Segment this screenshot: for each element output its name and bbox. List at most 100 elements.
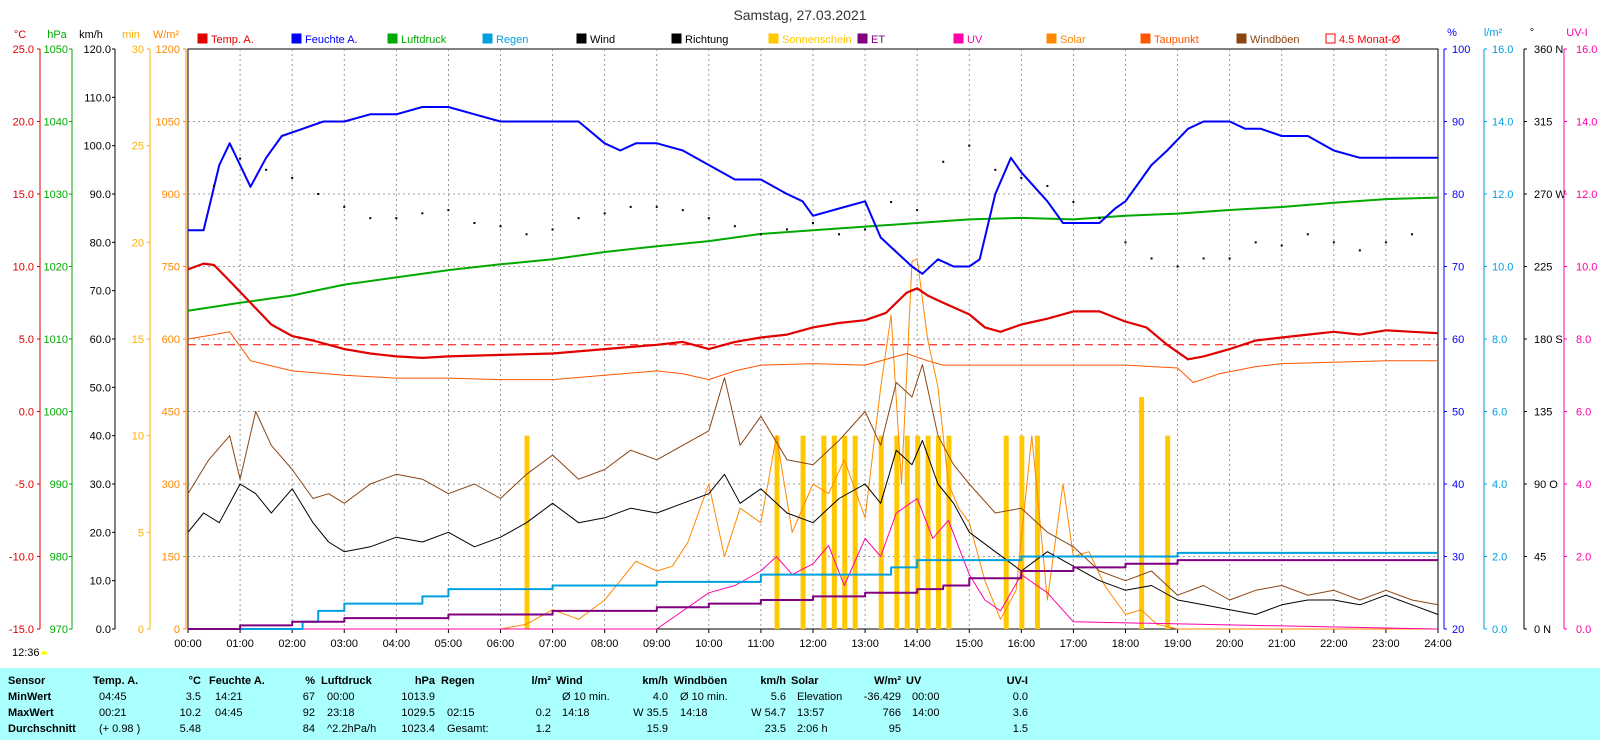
direction-point — [994, 168, 997, 171]
stat-max-value: 0.2 — [535, 707, 551, 719]
stat-max-time: 14:18 — [562, 707, 590, 719]
left-axis-tick-label: 110.0 — [84, 92, 111, 104]
direction-point — [864, 228, 867, 231]
time-label: 12:36 — [12, 647, 40, 659]
right-axis-tick-label: 40 — [1452, 479, 1464, 491]
chart-title: Samstag, 27.03.2021 — [733, 7, 866, 23]
left-axis-tick-label: 990 — [50, 479, 68, 491]
stat-unit: km/h — [760, 675, 786, 687]
x-axis-tick-label: 23:00 — [1372, 638, 1400, 650]
direction-point — [239, 157, 242, 160]
sunshine-bar — [1165, 435, 1171, 629]
legend-swatch — [291, 33, 302, 44]
x-axis-tick-label: 00:00 — [174, 638, 202, 650]
right-axis-tick-label: 270 W — [1534, 189, 1566, 201]
stat-min-value: 3.5 — [185, 691, 201, 703]
stat-avg-note: Gesamt: — [447, 723, 489, 735]
right-axis-tick-label: 8.0 — [1576, 334, 1591, 346]
stat-max-time: 04:45 — [215, 707, 243, 719]
stat-unit: hPa — [414, 675, 435, 687]
legend-label: Temp. A. — [211, 34, 254, 46]
left-axis-tick-label: 120.0 — [83, 44, 111, 56]
stat-avg-value: 23.5 — [764, 723, 786, 735]
left-axis-tick-label: 5.0 — [19, 334, 34, 346]
left-axis-tick-label: 10.0 — [90, 576, 111, 588]
stat-title: Feuchte A. — [209, 675, 265, 687]
direction-point — [291, 176, 294, 179]
stat-max-time: 14:18 — [680, 707, 708, 719]
right-axis-tick-label: 2.0 — [1492, 552, 1507, 564]
direction-point — [1072, 201, 1075, 204]
stat-max-value: 1029.5 — [401, 707, 435, 719]
left-axis-tick-label: 20.0 — [90, 527, 111, 539]
stat-min-time: 04:45 — [99, 691, 127, 703]
stat-min-time: Ø 10 min. — [562, 691, 610, 703]
stat-min-value: 0.0 — [1012, 691, 1028, 703]
left-axis-tick-label: 1030 — [44, 189, 68, 201]
axes: °C 25.0 20.0 15.0 10.0 5.0 0.0 -5.0 -10.0 -15.0 hP… — [9, 27, 1598, 636]
direction-point — [890, 201, 893, 204]
left-axis-tick-label: 450 — [162, 407, 180, 419]
sunshine-bar — [842, 435, 848, 629]
right-axis-tick-label: 90 — [1452, 117, 1464, 129]
direction-point — [1280, 244, 1283, 247]
left-axis-tick-label: 30 — [132, 44, 144, 56]
left-axis-tick-label: 980 — [50, 552, 68, 564]
max-row-label: MaxWert — [8, 707, 54, 719]
legend-label: Richtung — [685, 34, 728, 46]
sunshine-bar — [878, 435, 884, 629]
x-axis-tick-label: 22:00 — [1320, 638, 1348, 650]
direction-point — [603, 212, 606, 215]
legend-label: Feuchte A. — [305, 34, 358, 46]
legend-label: Sonnenschein — [782, 34, 852, 46]
x-axis-tick-label: 06:00 — [487, 638, 515, 650]
left-axis-tick-label: 5 — [138, 527, 144, 539]
left-axis-tick-label: 900 — [162, 189, 180, 201]
right-axis-tick-label: 80 — [1452, 189, 1464, 201]
direction-point — [968, 144, 971, 147]
plot-marks — [187, 106, 1439, 630]
avg-row-label: Durchschnitt — [8, 723, 76, 735]
legend-label: Solar — [1060, 34, 1086, 46]
sunshine-bar — [831, 435, 837, 629]
right-axis-tick-label: 135 — [1534, 407, 1552, 419]
direction-point — [916, 209, 919, 212]
stat-max-time: 13:57 — [797, 707, 825, 719]
direction-point — [1332, 241, 1335, 244]
direction-point — [1228, 257, 1231, 260]
right-axis-tick-label: 100 — [1452, 44, 1470, 56]
left-axis-tick-label: 1000 — [44, 407, 68, 419]
sunshine-bar — [1139, 397, 1145, 629]
legend-swatch — [197, 33, 208, 44]
sunshine-bar — [800, 435, 806, 629]
left-axis-tick-label: 10.0 — [13, 262, 34, 274]
legend-swatch — [1046, 33, 1057, 44]
direction-point — [421, 212, 424, 215]
left-axis-tick-label: 100.0 — [83, 141, 111, 153]
right-axis-unit: ° — [1530, 27, 1534, 39]
left-axis-tick-label: 750 — [162, 262, 180, 274]
legend-swatch — [1140, 33, 1151, 44]
x-axis-tick-label: 13:00 — [851, 638, 879, 650]
stat-min-value: 4.0 — [652, 691, 668, 703]
legend-swatch — [387, 33, 398, 44]
grid: 00:00 01:00 02:00 03:00 04:00 05:00 06:00 07:00… — [174, 49, 1452, 650]
stat-unit: km/h — [642, 675, 668, 687]
direction-point — [265, 168, 268, 171]
right-axis-tick-label: 50 — [1452, 407, 1464, 419]
sunshine-bar — [524, 435, 530, 629]
direction-point — [1150, 257, 1153, 260]
stat-unit: UV-I — [1006, 675, 1028, 687]
x-axis-tick-label: 19:00 — [1164, 638, 1192, 650]
direction-point — [1020, 176, 1023, 179]
stat-title: Temp. A. — [93, 675, 139, 687]
direction-point — [629, 205, 632, 208]
left-axis-tick-label: 600 — [162, 334, 180, 346]
x-axis-tick-label: 01:00 — [226, 638, 254, 650]
x-axis-tick-label: 16:00 — [1008, 638, 1036, 650]
left-axis-unit: °C — [14, 29, 26, 41]
x-axis-tick-label: 21:00 — [1268, 638, 1296, 650]
series-line-taupunkt — [187, 331, 1438, 383]
left-axis-tick-label: 1050 — [44, 44, 68, 56]
direction-point — [785, 228, 788, 231]
